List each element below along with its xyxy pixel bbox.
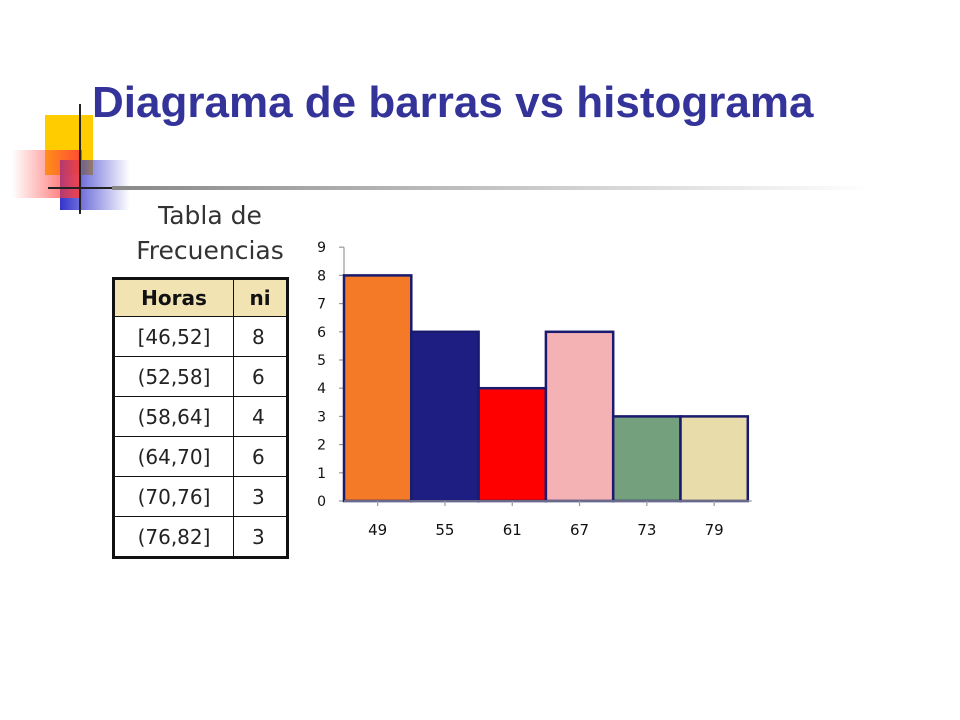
- x-tick-label: 55: [435, 521, 454, 539]
- cell-frequency: 4: [233, 396, 288, 437]
- table-row: [46,52] 8: [113, 316, 288, 357]
- x-tick-label: 79: [705, 521, 724, 539]
- x-axis: 49 55 61 67 73 79: [344, 500, 752, 539]
- table-row: (76,82] 3: [113, 516, 288, 558]
- y-tick-label: 5: [317, 353, 326, 369]
- y-tick-label: 8: [317, 268, 326, 284]
- table-row: (52,58] 6: [113, 356, 288, 397]
- y-tick-label: 4: [317, 381, 326, 397]
- header-horas: Horas: [113, 278, 234, 317]
- table-title-line-1: Tabla de: [158, 201, 262, 230]
- bar-49: [342, 274, 413, 503]
- decorative-squares: [12, 104, 872, 214]
- bar-73: [611, 415, 682, 503]
- title-underline: [112, 186, 872, 190]
- cell-frequency: 3: [233, 476, 288, 517]
- y-tick-label: 1: [317, 466, 326, 482]
- y-axis: 0 1 2 3 4 5 6 7 8 9: [317, 240, 345, 510]
- bars: [342, 274, 750, 503]
- cell-frequency: 6: [233, 436, 288, 477]
- frequency-table: Horas ni [46,52] 8 (52,58] 6 (58,64] 4 (…: [112, 277, 289, 559]
- y-tick-label: 7: [317, 297, 326, 313]
- cell-interval: (58,64]: [113, 396, 234, 437]
- bar-55: [410, 330, 480, 503]
- table-row: (70,76] 3: [113, 476, 288, 517]
- cell-frequency: 8: [233, 316, 288, 357]
- bar-61: [477, 386, 548, 503]
- cell-interval: (52,58]: [113, 356, 234, 397]
- cell-frequency: 3: [233, 516, 288, 558]
- table-row: (64,70] 6: [113, 436, 288, 477]
- x-tick-label: 67: [570, 521, 589, 539]
- red-square: [12, 150, 82, 198]
- x-tick-label: 61: [503, 521, 522, 539]
- cell-frequency: 6: [233, 356, 288, 397]
- table-title-line-2: Frecuencias: [136, 236, 284, 265]
- cell-interval: (76,82]: [113, 516, 234, 558]
- y-tick-label: 2: [317, 438, 326, 454]
- y-tick-label: 9: [317, 240, 326, 256]
- table-header-row: Horas ni: [113, 278, 288, 317]
- header-ni: ni: [233, 278, 288, 317]
- cell-interval: (70,76]: [113, 476, 234, 517]
- page-title: Diagrama de barras vs histograma: [92, 78, 814, 127]
- bar-67: [544, 330, 615, 503]
- x-tick-label: 73: [637, 521, 656, 539]
- cell-interval: (64,70]: [113, 436, 234, 477]
- table-title: Tabla de Frecuencias: [110, 198, 310, 268]
- y-tick-label: 0: [317, 494, 326, 510]
- y-tick-label: 3: [317, 409, 326, 425]
- x-tick-label: 49: [368, 521, 387, 539]
- table-row: (58,64] 4: [113, 396, 288, 437]
- bar-79: [679, 415, 750, 503]
- y-tick-label: 6: [317, 325, 326, 341]
- cell-interval: [46,52]: [113, 316, 234, 357]
